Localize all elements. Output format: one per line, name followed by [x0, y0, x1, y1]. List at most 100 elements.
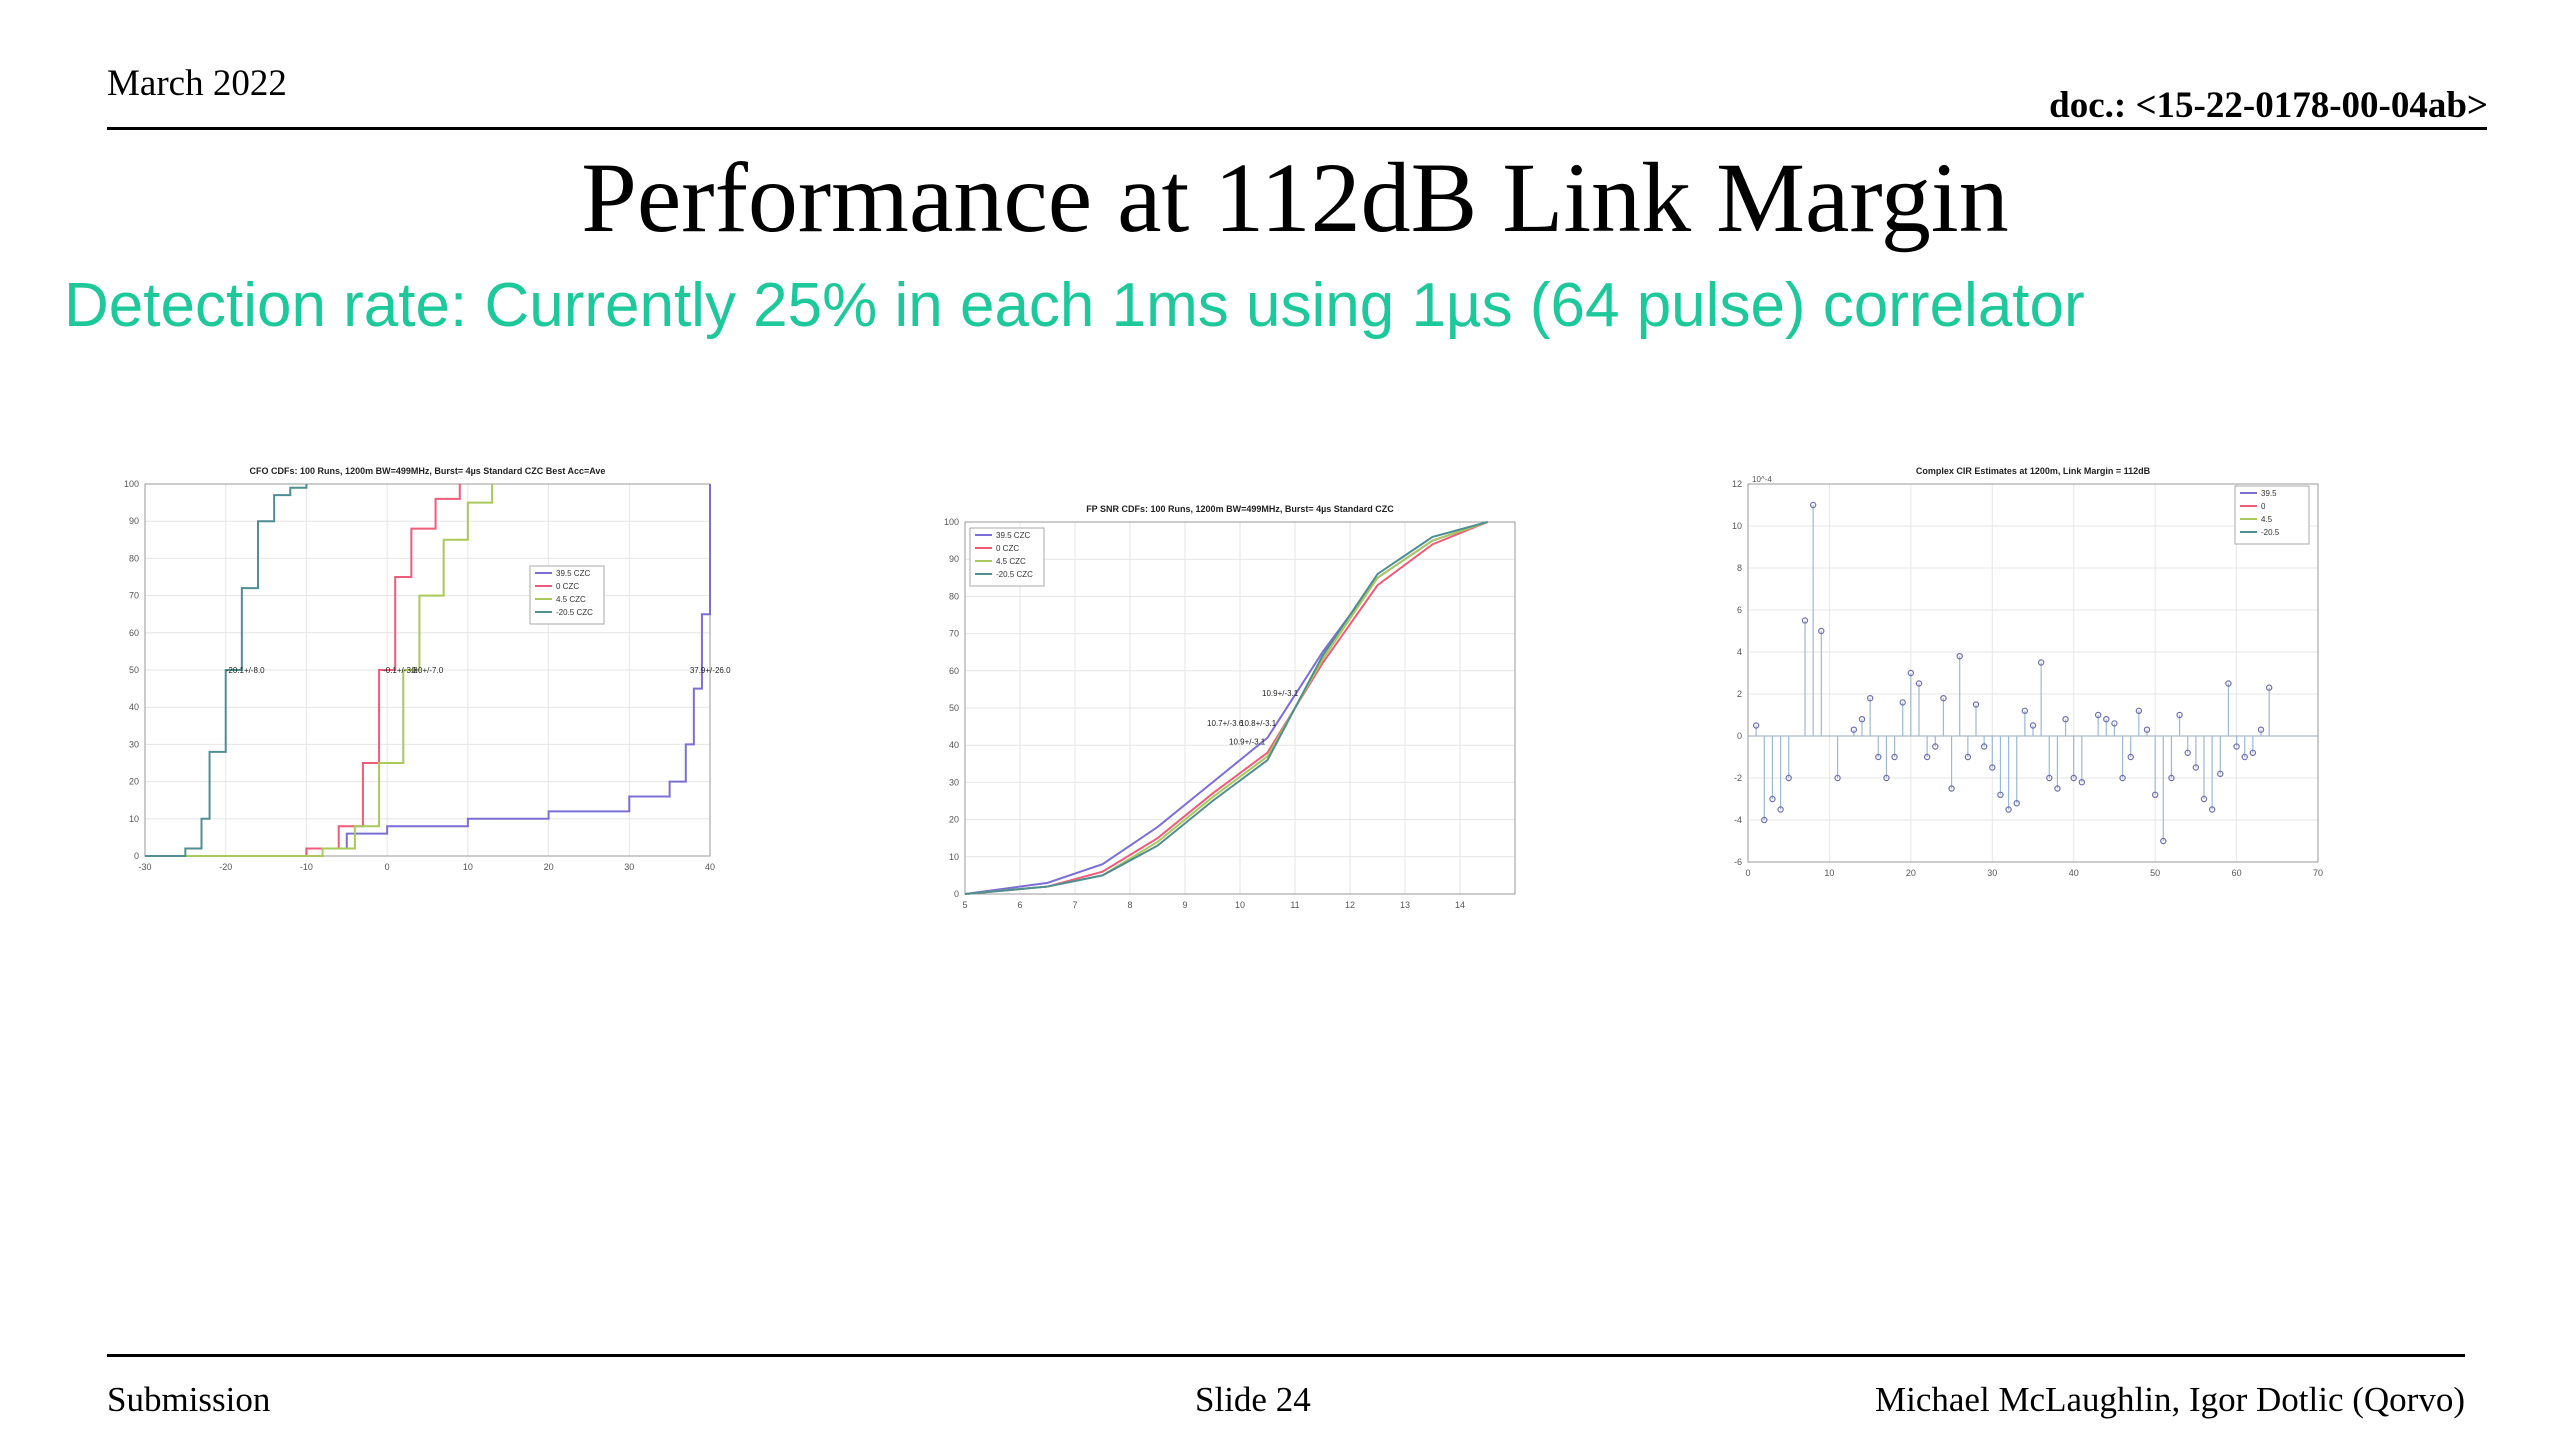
- y-tick-label: 100: [124, 479, 139, 489]
- stem-marker: [2160, 837, 2167, 845]
- x-tick-label: 20: [544, 862, 554, 872]
- x-tick-label: 0: [1745, 868, 1750, 878]
- y-tick-label: 60: [129, 628, 139, 638]
- stem-marker: [1850, 726, 1858, 733]
- stem-marker: [1761, 816, 1768, 824]
- stem-marker: [2054, 785, 2061, 792]
- stem-marker: [1752, 722, 1760, 729]
- data-annotation: -20.1+/-8.0: [226, 666, 265, 675]
- data-annotation: 10.7+/-3.6: [1207, 719, 1244, 728]
- y-tick-label: 70: [129, 591, 139, 601]
- y-tick-label: 40: [949, 740, 959, 750]
- stem-marker: [2037, 659, 2045, 666]
- y-tick-label: 0: [134, 851, 139, 861]
- stem-marker: [2013, 800, 2020, 807]
- stem-marker: [1940, 694, 1947, 702]
- y-tick-label: 10: [949, 852, 959, 862]
- x-tick-label: 8: [1127, 900, 1132, 910]
- stem-marker: [1923, 753, 1931, 761]
- y-tick-label: 40: [129, 702, 139, 712]
- stem-marker: [2208, 806, 2216, 813]
- x-tick-label: 60: [2232, 868, 2242, 878]
- y-tick-label: 6: [1737, 605, 1742, 615]
- x-tick-label: 30: [1987, 868, 1997, 878]
- stem-marker: [2119, 774, 2126, 782]
- y-tick-label: 30: [949, 777, 959, 787]
- x-tick-label: 20: [1906, 868, 1916, 878]
- data-annotation: 37.9+/-26.0: [690, 666, 731, 675]
- y-tick-label: 4: [1737, 647, 1742, 657]
- stem-marker: [2257, 726, 2265, 733]
- legend-label: 39.5 CZC: [996, 531, 1030, 540]
- footer-rule: [107, 1354, 2465, 1357]
- y-tick-label: 20: [949, 815, 959, 825]
- chart-title: Complex CIR Estimates at 1200m, Link Mar…: [1916, 466, 2151, 476]
- stem-marker: [2103, 716, 2110, 723]
- x-tick-label: 40: [705, 862, 715, 872]
- data-annotation: 10.9+/-3.1: [1262, 689, 1299, 698]
- slide-subtitle: Detection rate: Currently 25% in each 1m…: [64, 271, 2085, 340]
- stem-marker: [2005, 806, 2012, 813]
- stem-marker: [1866, 694, 1874, 702]
- legend-label: 39.5 CZC: [556, 569, 590, 578]
- legend-label: -20.5 CZC: [996, 570, 1033, 579]
- stem-marker: [1907, 669, 1915, 677]
- stem-marker: [2249, 749, 2257, 756]
- data-annotation: 10.9+/-3.1: [1229, 737, 1266, 746]
- y-tick-label: 0: [954, 889, 959, 899]
- stem-marker: [1785, 774, 1792, 782]
- stem-marker: [2176, 711, 2183, 719]
- stem-marker: [2070, 774, 2077, 782]
- snr-cdf-chart: FP SNR CDFs: 100 Runs, 1200m BW=499MHz, …: [944, 504, 1516, 910]
- x-tick-label: 30: [624, 862, 634, 872]
- slide-title: Performance at 112dB Link Margin: [581, 142, 2009, 253]
- series-line: [964, 521, 1488, 895]
- x-tick-label: 12: [1345, 900, 1355, 910]
- y-tick-label: 50: [949, 703, 959, 713]
- x-tick-label: 10: [1824, 868, 1834, 878]
- legend-label: 39.5: [2261, 489, 2277, 498]
- footer-submission: Submission: [107, 1380, 271, 1419]
- legend-label: 4.5 CZC: [996, 557, 1026, 566]
- y-tick-label: 10: [1732, 521, 1742, 531]
- stem-marker: [1899, 699, 1906, 706]
- stem-marker: [1980, 743, 1988, 750]
- cir-stem-chart: Complex CIR Estimates at 1200m, Link Mar…: [1732, 466, 2323, 878]
- legend-label: 0: [2261, 502, 2266, 511]
- stem-marker: [2151, 791, 2159, 798]
- data-annotation: 0.0+/-7.0: [411, 666, 443, 675]
- header-doc-id: doc.: <15-22-0178-00-04ab>: [2049, 85, 2488, 126]
- header-date: March 2022: [107, 63, 287, 104]
- x-tick-label: 7: [1072, 900, 1077, 910]
- x-tick-label: 14: [1455, 900, 1465, 910]
- x-tick-label: -20: [219, 862, 232, 872]
- y-tick-label: -4: [1734, 815, 1742, 825]
- stem-marker: [1858, 716, 1866, 723]
- x-tick-label: 50: [2150, 868, 2160, 878]
- stem-marker: [2135, 707, 2143, 714]
- stem-marker: [1956, 652, 1963, 660]
- stem-marker: [1769, 795, 1776, 803]
- stem-marker: [1989, 764, 1996, 771]
- stem-marker: [2200, 795, 2208, 803]
- stem-marker: [2127, 753, 2134, 761]
- y-tick-label: 12: [1732, 479, 1742, 489]
- legend-label: 0 CZC: [996, 544, 1019, 553]
- x-tick-label: 13: [1400, 900, 1410, 910]
- stem-marker: [1972, 701, 1980, 708]
- y-tick-label: -2: [1734, 773, 1742, 783]
- data-annotation: -0.1+/-3.8: [383, 666, 418, 675]
- y-tick-label: 80: [129, 553, 139, 563]
- x-tick-label: 10: [1235, 900, 1245, 910]
- stem-marker: [2233, 743, 2240, 750]
- stem-marker: [2111, 720, 2118, 727]
- stem-marker: [2062, 716, 2069, 723]
- legend-label: 0 CZC: [556, 582, 579, 591]
- stem-marker: [1964, 753, 1972, 761]
- legend-box: [529, 565, 605, 625]
- stem-marker: [1809, 501, 1817, 509]
- stem-marker: [1997, 791, 2004, 798]
- stem-marker: [1801, 617, 1809, 624]
- x-tick-label: 70: [2313, 868, 2323, 878]
- stem-marker: [2241, 753, 2248, 761]
